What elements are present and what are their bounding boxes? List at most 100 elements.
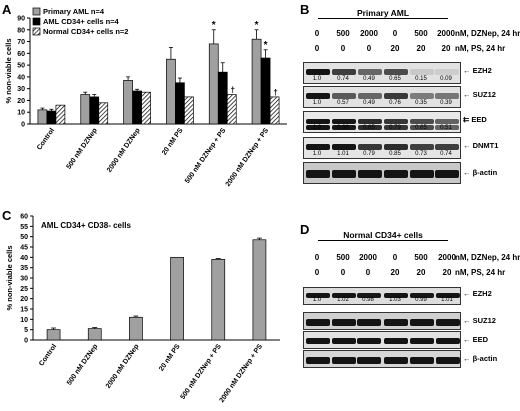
quantification-value: 0.99 xyxy=(415,297,427,303)
blot-band xyxy=(410,318,434,326)
blot-band xyxy=(332,356,356,364)
arrow-left-icon: ← xyxy=(463,289,473,298)
blot-band xyxy=(435,144,459,150)
y-tick-label: 25 xyxy=(20,286,28,293)
blot-label: ← SUZ12 xyxy=(463,316,496,325)
ps-label: nM, PS, 24 hr xyxy=(455,44,506,53)
blot-band xyxy=(332,93,356,99)
blot-band xyxy=(410,93,434,99)
quantification-value: 1.0 xyxy=(312,76,322,82)
legend-swatch xyxy=(32,7,41,16)
blot-band xyxy=(435,93,459,99)
y-tick-label: 20 xyxy=(20,296,28,303)
blot-band xyxy=(306,318,330,326)
blot-band xyxy=(332,338,356,344)
quantification-value: 0.85 xyxy=(389,151,401,157)
quantification-value: 1.0 xyxy=(312,125,322,131)
y-axis-title: % non-viable cells xyxy=(4,38,13,103)
blot-band xyxy=(435,118,459,124)
ps-value: 20 xyxy=(442,268,452,277)
blot-strip xyxy=(303,287,461,305)
quantification-value: 1.02 xyxy=(337,297,349,303)
quantification-value: 0.51 xyxy=(440,125,452,131)
blot-band xyxy=(410,292,434,298)
y-tick-label: 60 xyxy=(20,214,28,221)
ps-value: 20 xyxy=(390,44,400,53)
ps-value: 20 xyxy=(416,44,426,53)
blot-band xyxy=(358,170,382,178)
blot-strip xyxy=(303,162,461,184)
blot-band xyxy=(332,170,356,178)
blot-band xyxy=(435,124,459,130)
arrow-left-icon: ← xyxy=(463,316,473,325)
legend-label: Normal CD34+ cells n=2 xyxy=(43,27,128,36)
quantification-value: 0.98 xyxy=(362,297,374,303)
blot-band xyxy=(358,69,382,75)
blot-label: ← β-actin xyxy=(463,168,497,177)
blot-title: Primary AML xyxy=(318,8,448,19)
blot-band xyxy=(384,144,408,150)
ps-value: 0 xyxy=(365,268,371,277)
panel-b-letter: B xyxy=(300,2,310,17)
blot-band xyxy=(332,69,356,75)
blot-label-text: EED xyxy=(471,115,487,124)
dznep-value: 500 xyxy=(414,253,428,262)
arrow-left-icon: ← xyxy=(463,354,473,363)
blot-band xyxy=(384,118,408,124)
ps-value: 20 xyxy=(441,44,451,53)
quantification-value: 0.85 xyxy=(363,125,375,131)
blot-band xyxy=(435,69,459,75)
blot-band xyxy=(358,124,382,130)
arrow-left-icon: ← xyxy=(463,335,473,344)
blot-label: ← SUZ12 xyxy=(463,90,496,99)
bar-3 xyxy=(226,94,237,125)
blot-band xyxy=(384,338,408,344)
quantification-value: 0.65 xyxy=(415,125,427,131)
y-tick-label: 40 xyxy=(17,74,25,81)
blot-title: Normal CD34+ cells xyxy=(318,230,448,241)
legend-label: AML CD34+ cells n=4 xyxy=(43,17,120,26)
quantification-value: 1.03 xyxy=(389,297,401,303)
quantification-value: 0.65 xyxy=(389,76,401,82)
y-tick-label: 60 xyxy=(17,51,25,58)
blot-label-text: DNMT1 xyxy=(472,141,499,150)
blot-label: ⇇ EED xyxy=(463,115,487,124)
blot-strip xyxy=(303,350,461,368)
blot-strip xyxy=(303,86,461,108)
bar-3 xyxy=(55,104,66,125)
quantification-row: 1.0 0.57 0.49 0.76 0.35 0.39 xyxy=(0,100,520,108)
ps-value: 0 xyxy=(314,268,320,277)
panel-b-western-blot: Primary AML 0 500 2000 0 500 2000 nM, DZNep, 24… xyxy=(0,0,520,200)
panel-d-letter: D xyxy=(300,222,310,237)
significance-mark: * xyxy=(212,20,216,31)
blot-band xyxy=(384,292,408,298)
y-tick-label: 80 xyxy=(17,27,25,34)
blot-band xyxy=(332,118,356,124)
dznep-value: 500 xyxy=(414,29,428,38)
blot-label-text: EZH2 xyxy=(472,66,492,75)
dznep-value: 500 xyxy=(336,253,350,262)
bar-3 xyxy=(141,91,151,125)
quantification-value: 0.09 xyxy=(440,76,452,82)
blot-band xyxy=(357,292,381,298)
blot-strip xyxy=(303,312,461,330)
legend-swatch xyxy=(32,17,41,26)
y-tick-label: 35 xyxy=(20,265,28,272)
blot-band xyxy=(332,144,356,150)
quantification-value: 0.98 xyxy=(337,125,349,131)
dznep-value: 2000 xyxy=(438,253,456,262)
y-tick-label: 15 xyxy=(20,307,28,314)
y-tick-label: 10 xyxy=(17,110,25,117)
ps-value: 20 xyxy=(390,268,400,277)
blot-strip xyxy=(303,62,461,84)
arrow-left-icon: ⇇ xyxy=(463,115,472,124)
blot-band xyxy=(306,118,330,124)
blot-label-text: SUZ12 xyxy=(472,316,496,325)
blot-band xyxy=(332,318,356,326)
blot-label-text: EZH2 xyxy=(472,289,492,298)
quantification-value: 0.49 xyxy=(363,76,375,82)
blot-band xyxy=(384,170,408,178)
y-tick-label: 20 xyxy=(17,98,25,105)
blot-band xyxy=(410,69,434,75)
